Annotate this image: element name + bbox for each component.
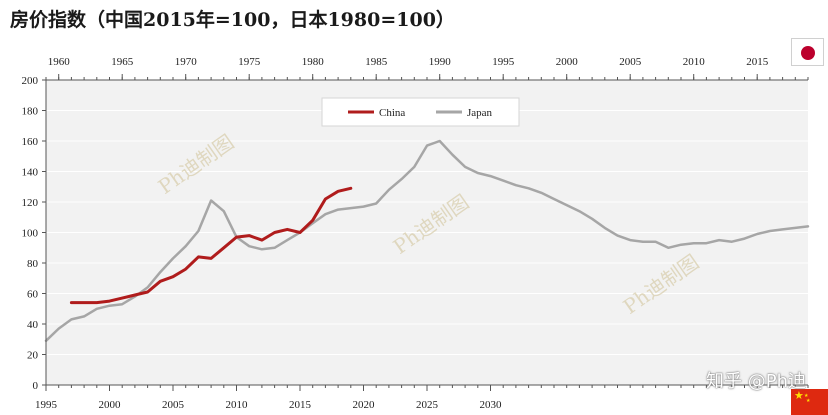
y-tick-label: 20: [27, 350, 39, 362]
y-tick-label: 60: [27, 289, 39, 301]
bottom-x-tick-label: 2005: [162, 399, 185, 411]
y-tick-label: 40: [27, 319, 39, 331]
y-tick-label: 180: [22, 106, 39, 118]
legend-label-japan: Japan: [467, 107, 493, 119]
top-x-tick-label: 1970: [175, 56, 198, 68]
legend-label-china: China: [379, 107, 405, 119]
japan-flag-icon: [791, 38, 824, 66]
top-x-tick-label: 2005: [619, 56, 642, 68]
top-x-tick-label: 2015: [746, 56, 769, 68]
y-tick-label: 160: [22, 136, 39, 148]
top-x-tick-label: 1990: [429, 56, 452, 68]
top-x-tick-label: 1960: [48, 56, 71, 68]
series-layer: [44, 139, 810, 343]
china-flag-icon: ★ ★ ★: [791, 389, 828, 415]
bottom-x-tick-label: 2030: [480, 399, 503, 411]
y-tick-label: 120: [22, 197, 39, 209]
axes-layer: 0 20 40 60 80 100 120 140 160 180 200 1960 1965 1970 1…: [22, 56, 809, 411]
y-tick-label: 140: [22, 167, 39, 179]
y-tick-label: 100: [22, 228, 39, 240]
top-x-tick-label: 1980: [302, 56, 325, 68]
top-x-tick-label: 1995: [492, 56, 515, 68]
bottom-x-tick-label: 1995: [35, 399, 58, 411]
bottom-x-tick-label: 2000: [99, 399, 122, 411]
y-tick-label: 80: [27, 258, 39, 270]
top-x-tick-label: 2000: [556, 56, 579, 68]
zhihu-watermark: 知乎 @Ph迪: [706, 371, 806, 392]
y-tick-label: 200: [22, 75, 39, 87]
bottom-x-tick-label: 2025: [416, 399, 439, 411]
top-x-tick-label: 2010: [683, 56, 706, 68]
page-title: 房价指数（中国2015年=100，日本1980=100）: [10, 9, 455, 31]
series-line-japan: [44, 139, 810, 343]
bottom-x-tick-label: 2010: [226, 399, 249, 411]
top-x-tick-label: 1975: [238, 56, 261, 68]
top-x-tick-label: 1985: [365, 56, 388, 68]
series-line-china: [69, 186, 353, 305]
legend: China Japan: [321, 97, 520, 127]
bottom-x-tick-label: 2020: [353, 399, 376, 411]
bottom-x-tick-label: 2015: [289, 399, 312, 411]
top-x-tick-label: 1965: [111, 56, 134, 68]
y-tick-label: 0: [33, 380, 39, 392]
